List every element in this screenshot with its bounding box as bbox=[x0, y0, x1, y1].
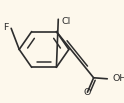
Text: OH: OH bbox=[112, 74, 124, 83]
Text: F: F bbox=[3, 23, 8, 32]
Text: O: O bbox=[84, 88, 91, 97]
Text: Cl: Cl bbox=[61, 17, 71, 26]
